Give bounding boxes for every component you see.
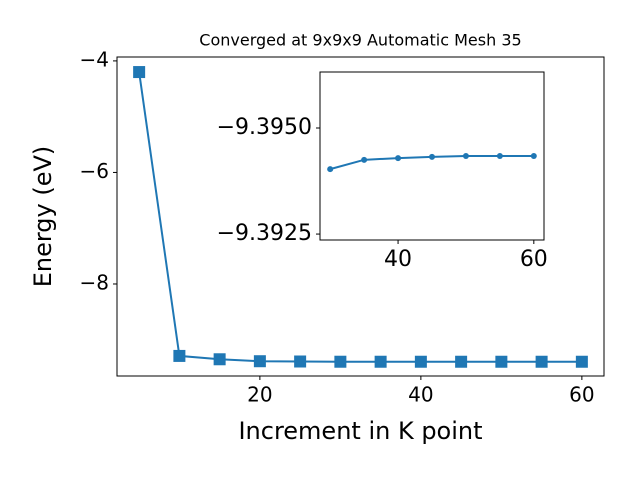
data-point	[495, 355, 508, 368]
data-point	[414, 355, 427, 368]
x-tick-label: 60	[569, 383, 594, 407]
data-point	[429, 153, 435, 160]
data-point	[535, 355, 548, 368]
data-point	[294, 355, 307, 368]
data-point	[361, 156, 368, 163]
y-tick-label: −6	[80, 159, 109, 183]
x-tick-label: 20	[247, 383, 272, 407]
data-point	[327, 166, 334, 173]
data-point	[253, 355, 266, 368]
series-line	[138, 71, 582, 363]
y-tick-label: −9.3950	[217, 115, 312, 140]
data-point	[395, 155, 402, 162]
y-tick-label: −9.3925	[217, 221, 312, 246]
x-tick-label: 40	[408, 383, 433, 407]
data-point	[213, 353, 226, 366]
data-point	[334, 355, 347, 368]
x-tick-label: 40	[384, 247, 412, 272]
y-axis-label: Energy (eV)	[29, 146, 57, 288]
y-tick-label: −4	[80, 47, 109, 71]
x-axis-label: Increment in K point	[238, 417, 482, 445]
data-point	[575, 355, 588, 368]
data-point	[374, 355, 387, 368]
x-tick-label: 60	[520, 247, 548, 272]
y-tick-label: −8	[80, 270, 109, 294]
data-point	[462, 153, 469, 159]
data-point	[455, 355, 468, 368]
data-point	[173, 349, 186, 362]
data-point	[496, 153, 503, 159]
data-point	[530, 153, 537, 159]
chart-title: Converged at 9x9x9 Automatic Mesh 35	[199, 31, 521, 50]
data-point	[133, 66, 146, 79]
